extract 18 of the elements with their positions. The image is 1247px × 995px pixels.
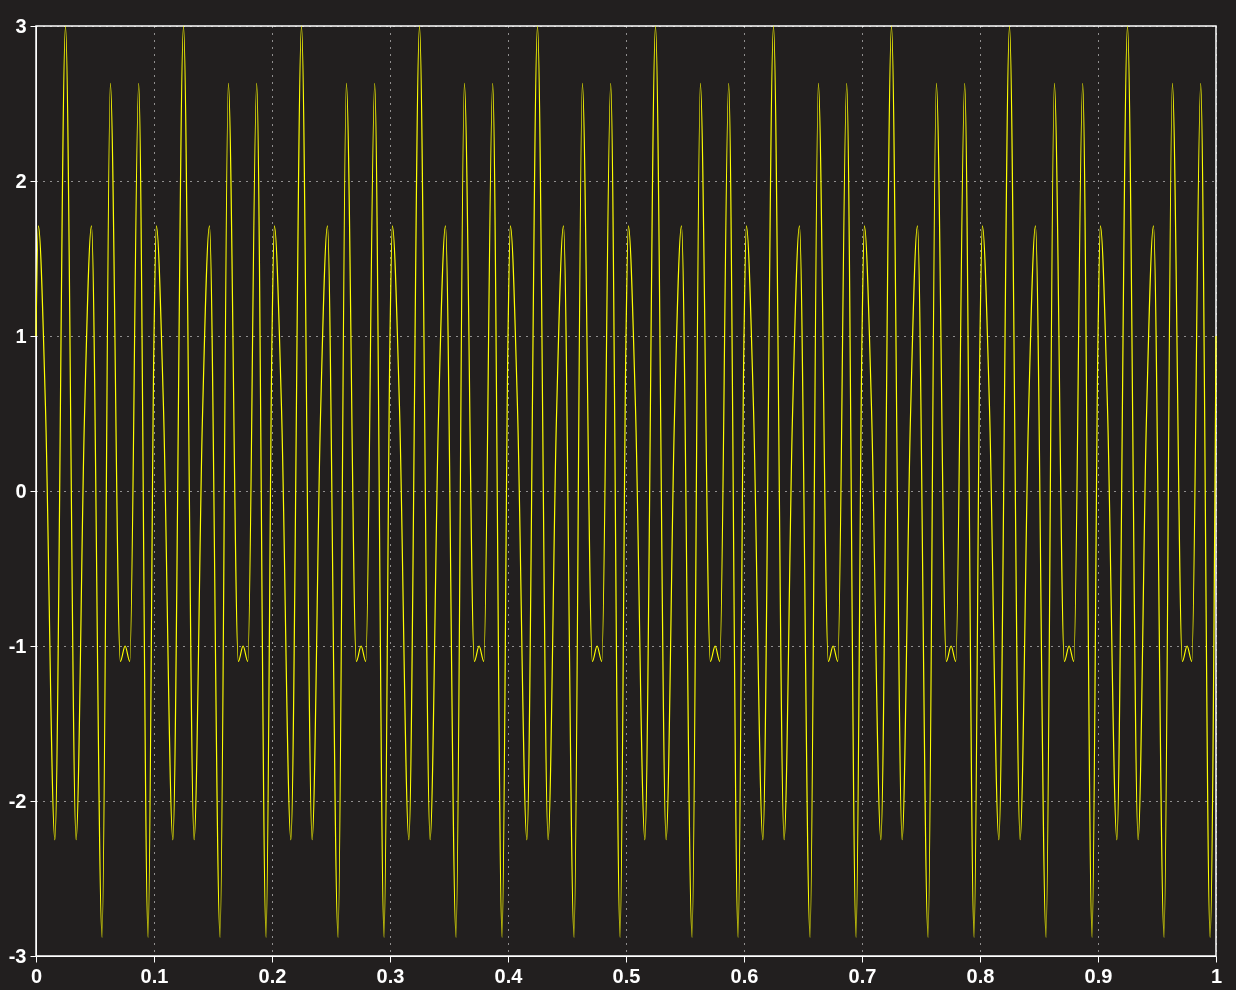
x-tick-label: 0: [30, 964, 43, 987]
x-tick-label: 0.3: [376, 964, 405, 987]
x-tick-label: 0.9: [1084, 964, 1113, 987]
x-tick-label: 1: [1210, 964, 1223, 987]
y-tick-label: 2: [15, 169, 27, 192]
y-tick-label: -1: [8, 634, 27, 657]
x-tick-label: 0.1: [140, 964, 169, 987]
x-tick-label: 0.2: [258, 964, 287, 987]
y-tick-label: 0: [15, 479, 27, 502]
x-tick-label: 0.7: [848, 964, 877, 987]
x-tick-label: 0.4: [494, 964, 524, 987]
y-tick-label: -2: [8, 789, 27, 812]
y-tick-label: 3: [15, 14, 27, 37]
x-tick-label: 0.8: [966, 964, 995, 987]
x-tick-label: 0.6: [730, 964, 759, 987]
y-tick-label: 1: [15, 324, 27, 347]
y-tick-label: -3: [8, 944, 27, 967]
x-tick-label: 0.5: [612, 964, 641, 987]
